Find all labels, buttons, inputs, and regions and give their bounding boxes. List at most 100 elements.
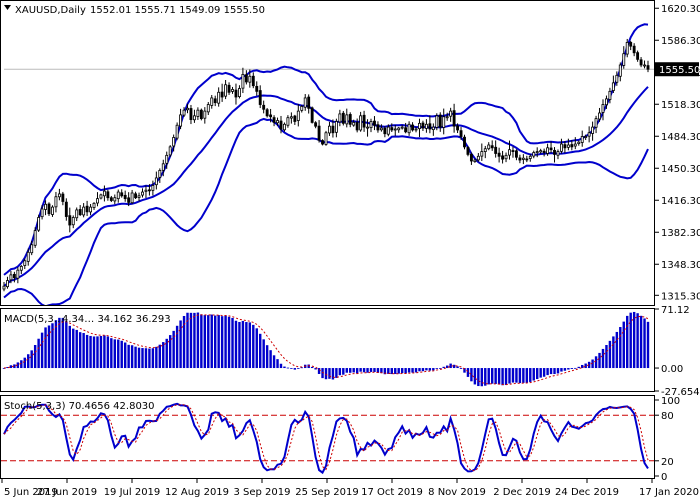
- candle: [172, 134, 176, 152]
- candle: [459, 127, 463, 140]
- macd-histogram-bar: [477, 368, 480, 387]
- candle: [293, 114, 297, 125]
- candle: [220, 83, 224, 102]
- macd-histogram-bar: [553, 368, 556, 375]
- candle-body: [629, 42, 633, 47]
- macd-histogram-bar: [44, 327, 47, 369]
- macd-histogram-bar: [207, 315, 210, 369]
- candle: [456, 123, 460, 134]
- candle-body: [310, 107, 314, 123]
- candle: [303, 94, 307, 111]
- macd-histogram-bar: [470, 368, 473, 382]
- macd-histogram-bar: [522, 368, 525, 383]
- candle-body: [99, 194, 103, 199]
- candle: [532, 150, 536, 159]
- candle: [386, 124, 390, 137]
- macd-histogram-bar: [27, 354, 30, 369]
- candle-body: [521, 157, 525, 160]
- candle: [553, 147, 556, 163]
- macd-signal-line: [3, 314, 649, 386]
- candle-body: [632, 45, 636, 54]
- macd-histogram-bar: [497, 368, 501, 385]
- candle: [383, 126, 387, 138]
- time-tick-label: 12 Aug 2019: [165, 487, 229, 498]
- macd-histogram-bar: [515, 368, 518, 383]
- candle-body: [40, 208, 44, 218]
- candle: [286, 115, 290, 128]
- candle-body: [341, 112, 345, 124]
- candle: [373, 116, 376, 131]
- candle: [203, 107, 207, 124]
- candle: [359, 111, 363, 132]
- candle: [615, 71, 619, 86]
- macd-histogram-bar: [120, 340, 123, 369]
- candle-body: [539, 150, 543, 153]
- candle-body: [102, 190, 106, 197]
- macd-histogram-bar: [584, 363, 587, 369]
- candle-body: [154, 177, 158, 186]
- price-tick-label: 1416.30: [661, 196, 700, 207]
- time-tick-label: 25 Sep 2019: [295, 487, 358, 498]
- candle: [504, 152, 508, 163]
- candle-body: [9, 274, 13, 281]
- candle: [577, 140, 581, 146]
- candle: [154, 171, 158, 190]
- candle: [161, 159, 165, 177]
- candle: [646, 60, 650, 73]
- candle: [248, 69, 252, 88]
- candle: [632, 43, 636, 57]
- candle: [511, 146, 515, 158]
- candle: [421, 120, 425, 131]
- macd-histogram-bar: [643, 318, 646, 369]
- candle: [528, 154, 532, 162]
- macd-histogram-bar: [466, 368, 470, 377]
- macd-histogram-bar: [345, 368, 348, 373]
- candle-body: [328, 125, 331, 134]
- candle-body: [248, 75, 252, 83]
- candle-body: [362, 114, 366, 128]
- candle-body: [570, 144, 574, 148]
- candle: [61, 191, 65, 206]
- candle: [64, 198, 68, 221]
- candle-body: [258, 90, 262, 105]
- macd-histogram-bar: [117, 339, 120, 369]
- candle-body: [504, 154, 508, 160]
- candle-body: [75, 209, 79, 219]
- macd-histogram-bar: [203, 315, 207, 369]
- candle: [241, 67, 245, 94]
- time-tick-label: 3 Sep 2019: [233, 487, 290, 498]
- time-tick-label: 2 Dec 2019: [493, 487, 551, 498]
- macd-histogram-bar: [47, 325, 51, 369]
- candle: [141, 188, 144, 198]
- candle: [476, 153, 480, 162]
- candle-body: [514, 150, 518, 158]
- macd-histogram-bar: [615, 331, 619, 369]
- candle: [96, 192, 99, 207]
- macd-histogram-bar: [331, 368, 335, 380]
- candle: [262, 100, 266, 114]
- macd-histogram-bar: [373, 368, 376, 372]
- candle-body: [421, 122, 425, 129]
- macd-histogram-bar: [355, 368, 359, 374]
- candle-body: [490, 145, 494, 149]
- candle: [179, 108, 183, 130]
- macd-histogram-bar: [113, 339, 117, 369]
- time-tick-label: 5 Jun 2019: [4, 487, 58, 498]
- macd-histogram-bar: [535, 368, 539, 380]
- candle: [40, 204, 44, 220]
- candle-body: [518, 157, 522, 161]
- macd-histogram-bar: [563, 368, 567, 371]
- candle: [556, 149, 560, 160]
- macd-histogram-bar: [75, 329, 78, 369]
- candle-body: [206, 104, 210, 113]
- candle-body: [19, 266, 23, 271]
- macd-histogram-bar: [172, 330, 175, 369]
- collapse-triangle-icon[interactable]: [4, 5, 11, 10]
- macd-histogram-bar: [328, 368, 331, 379]
- candle: [397, 126, 401, 133]
- candle-body: [563, 144, 567, 149]
- candle-body: [508, 149, 511, 156]
- time-tick-label: 27 Jun 2019: [37, 487, 97, 498]
- candle-body: [438, 114, 442, 128]
